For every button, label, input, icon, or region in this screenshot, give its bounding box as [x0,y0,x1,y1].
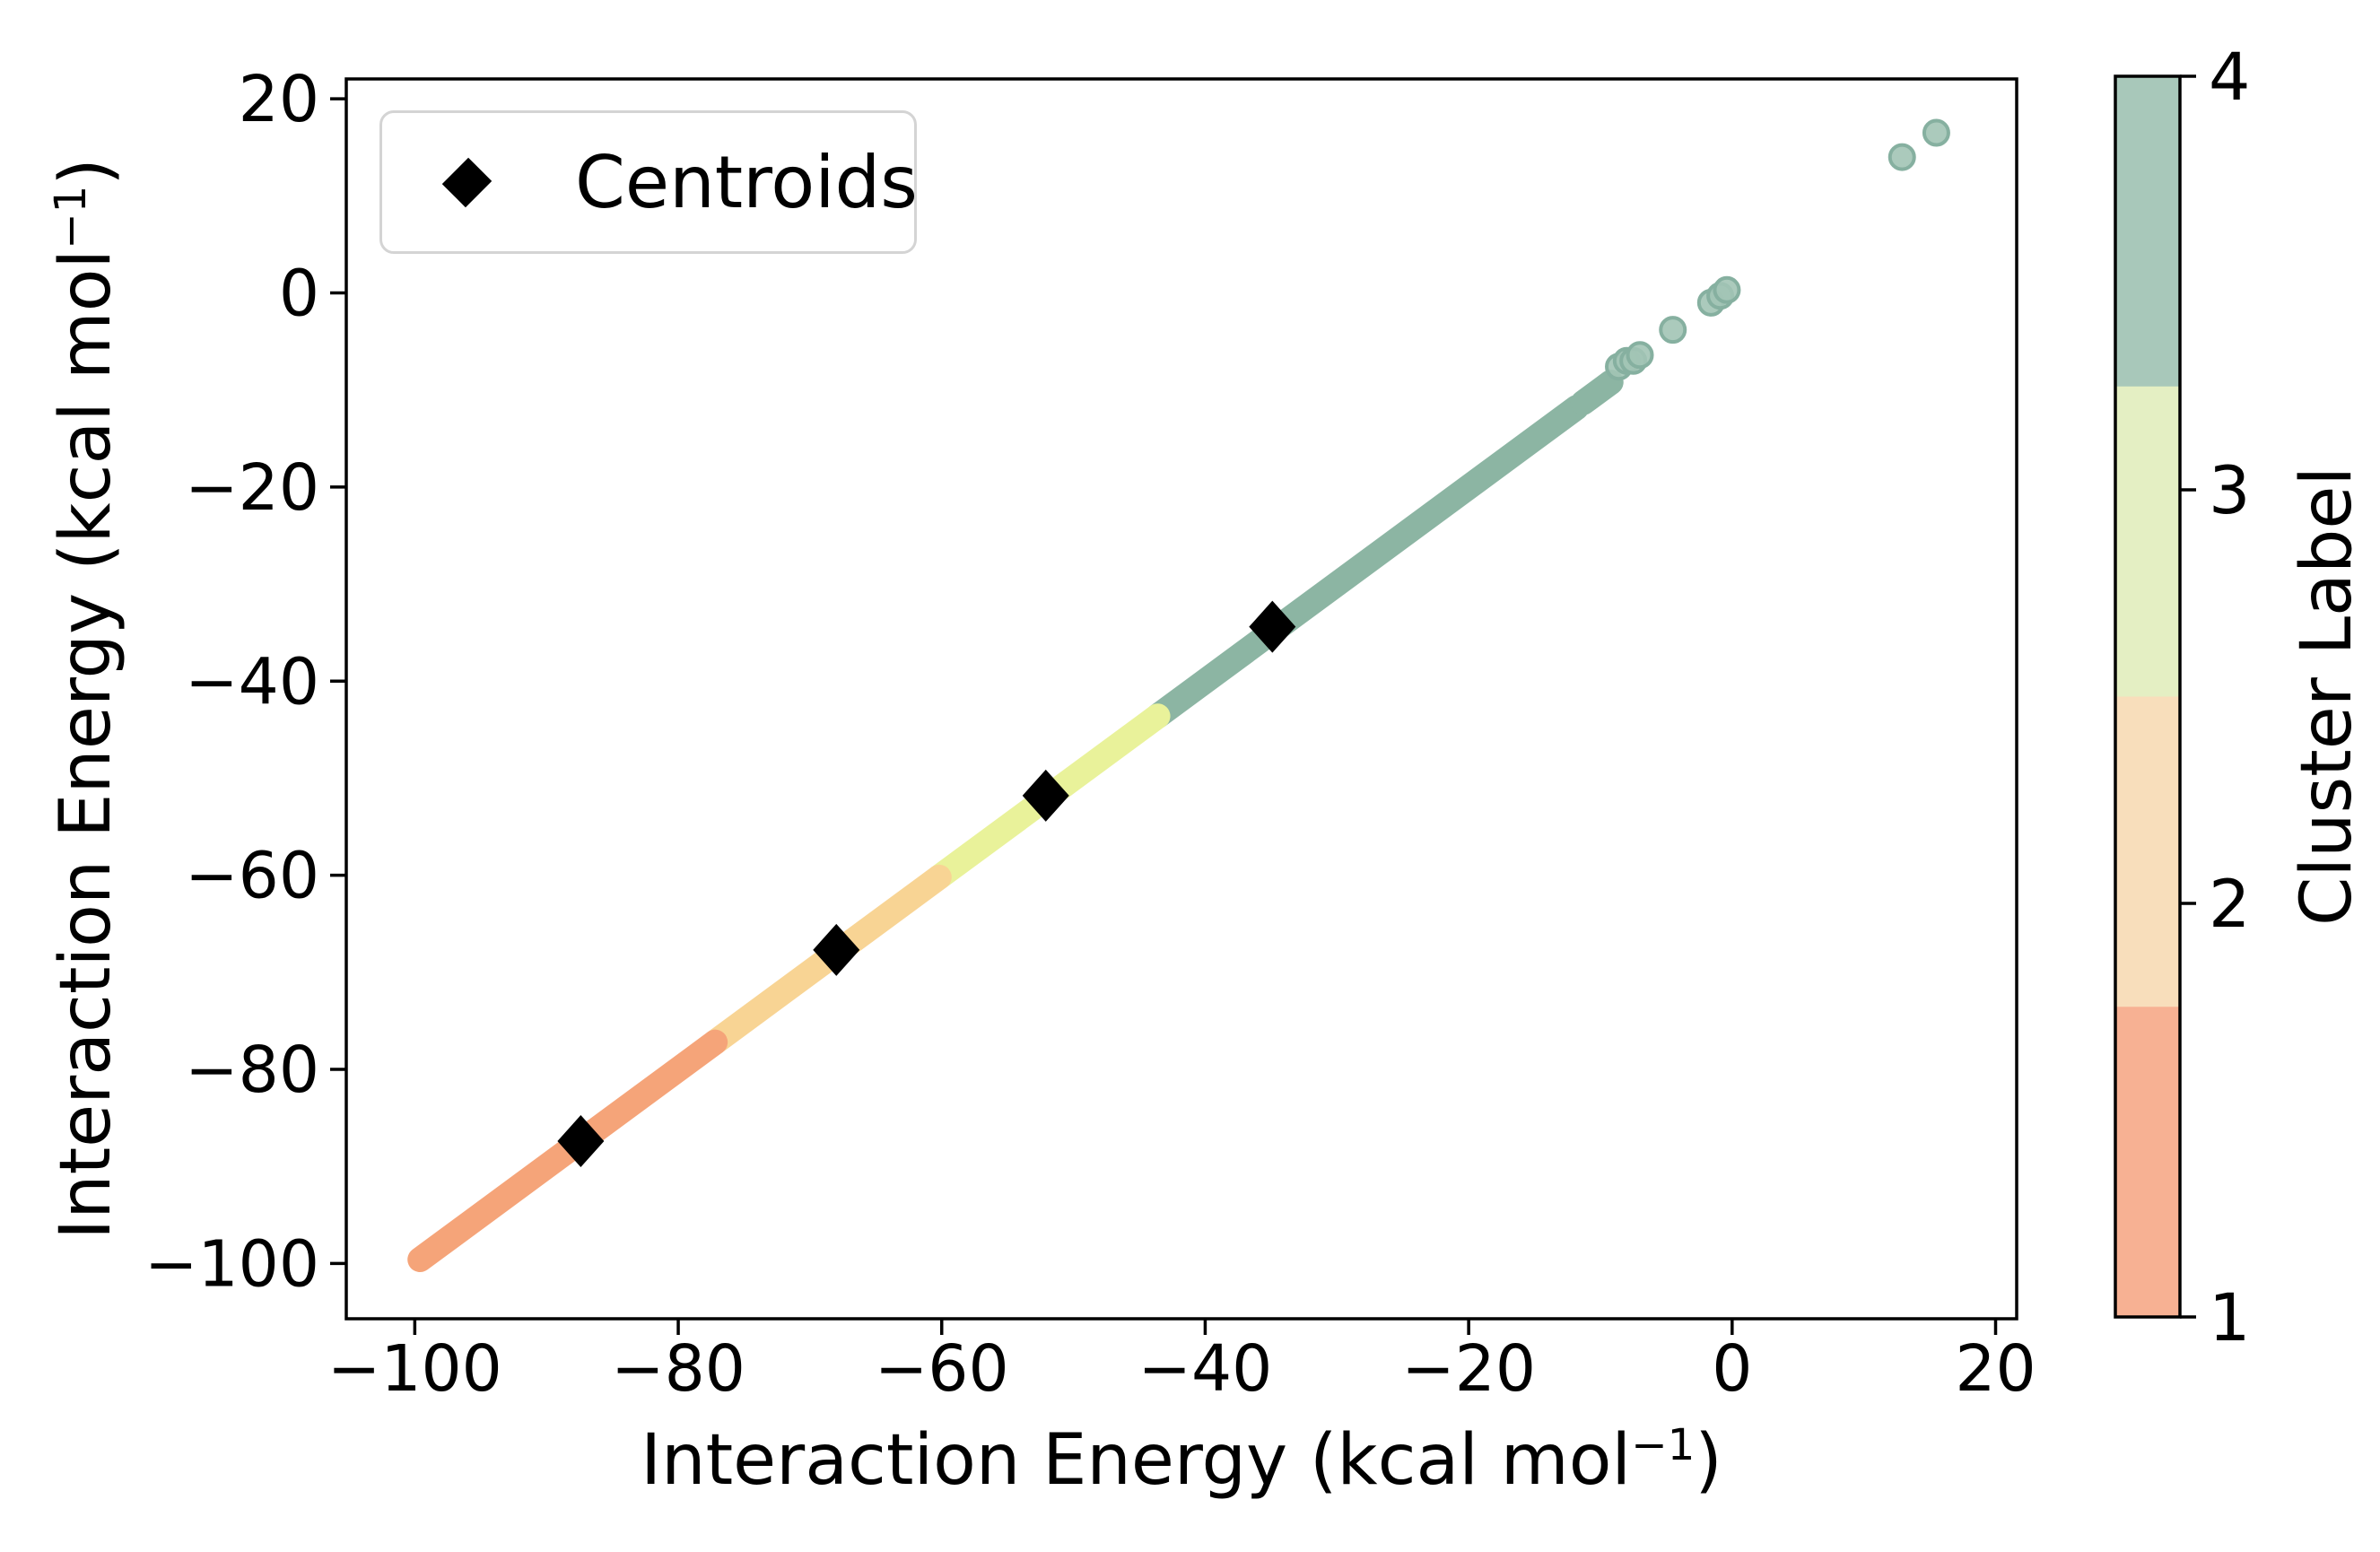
scatter-point [1887,143,1916,171]
scatter-point [1922,118,1950,147]
scatter-dense-run-cluster-4 [1570,370,1624,415]
colorbar-border [2114,74,2182,1319]
scatter-point [1713,275,1741,304]
y-tick-label: −40 [185,644,319,719]
plot-border [344,77,2018,1321]
y-tick-label: −80 [185,1033,319,1107]
x-tick-label: −40 [1138,1331,1273,1406]
scatter-point [1659,316,1687,344]
colorbar-tick-label: 3 [2209,453,2250,529]
colorbar-tick-label: 4 [2209,39,2250,116]
colorbar-segment-4 [2115,76,2180,388]
y-tick-label: −20 [185,450,319,525]
x-axis-label-text: Interaction Energy (kcal mol [641,1420,1632,1501]
centroid-marker [557,1115,605,1168]
colorbar-tick-label: 2 [2209,867,2250,943]
y-tick-label: −60 [185,839,319,913]
x-tick-label: 0 [1712,1331,1752,1406]
x-axis-label: Interaction Energy (kcal mol−1) [641,1423,1722,1498]
legend-label: Centroids [575,140,918,224]
centroid-marker [1249,600,1296,653]
x-axis-label-superscript: −1 [1631,1420,1696,1471]
colorbar-tick-label: 1 [2209,1280,2250,1356]
y-axis-label-close: ) [46,158,127,186]
colorbar-label: Cluster Label [2287,466,2367,927]
x-tick-label: −60 [875,1331,1009,1406]
x-tick-label: 20 [1955,1331,2036,1406]
colorbar-segment-3 [2115,386,2180,698]
scatter-point [1626,341,1654,370]
centroid-marker [1022,769,1069,822]
y-axis-label-superscript: −1 [46,185,97,249]
legend: Centroids [379,110,918,254]
x-axis-label-close: ) [1695,1420,1722,1501]
y-axis-label-text: Interaction Energy (kcal mol [46,248,127,1240]
y-tick-label: −100 [144,1226,319,1301]
centroid-diamond-icon [441,157,493,207]
x-tick-label: −100 [327,1331,502,1406]
colorbar-segment-2 [2115,696,2180,1008]
scatter-dense-run-cluster-4 [1145,395,1590,729]
x-tick-label: −20 [1401,1331,1536,1406]
y-tick-label: 20 [239,62,319,136]
y-axis-label: Interaction Energy (kcal mol−1) [46,158,126,1240]
y-tick-label: 0 [279,257,319,331]
colorbar-segment-1 [2115,1007,2180,1318]
x-tick-label: −80 [611,1331,745,1406]
centroid-marker [813,923,860,976]
